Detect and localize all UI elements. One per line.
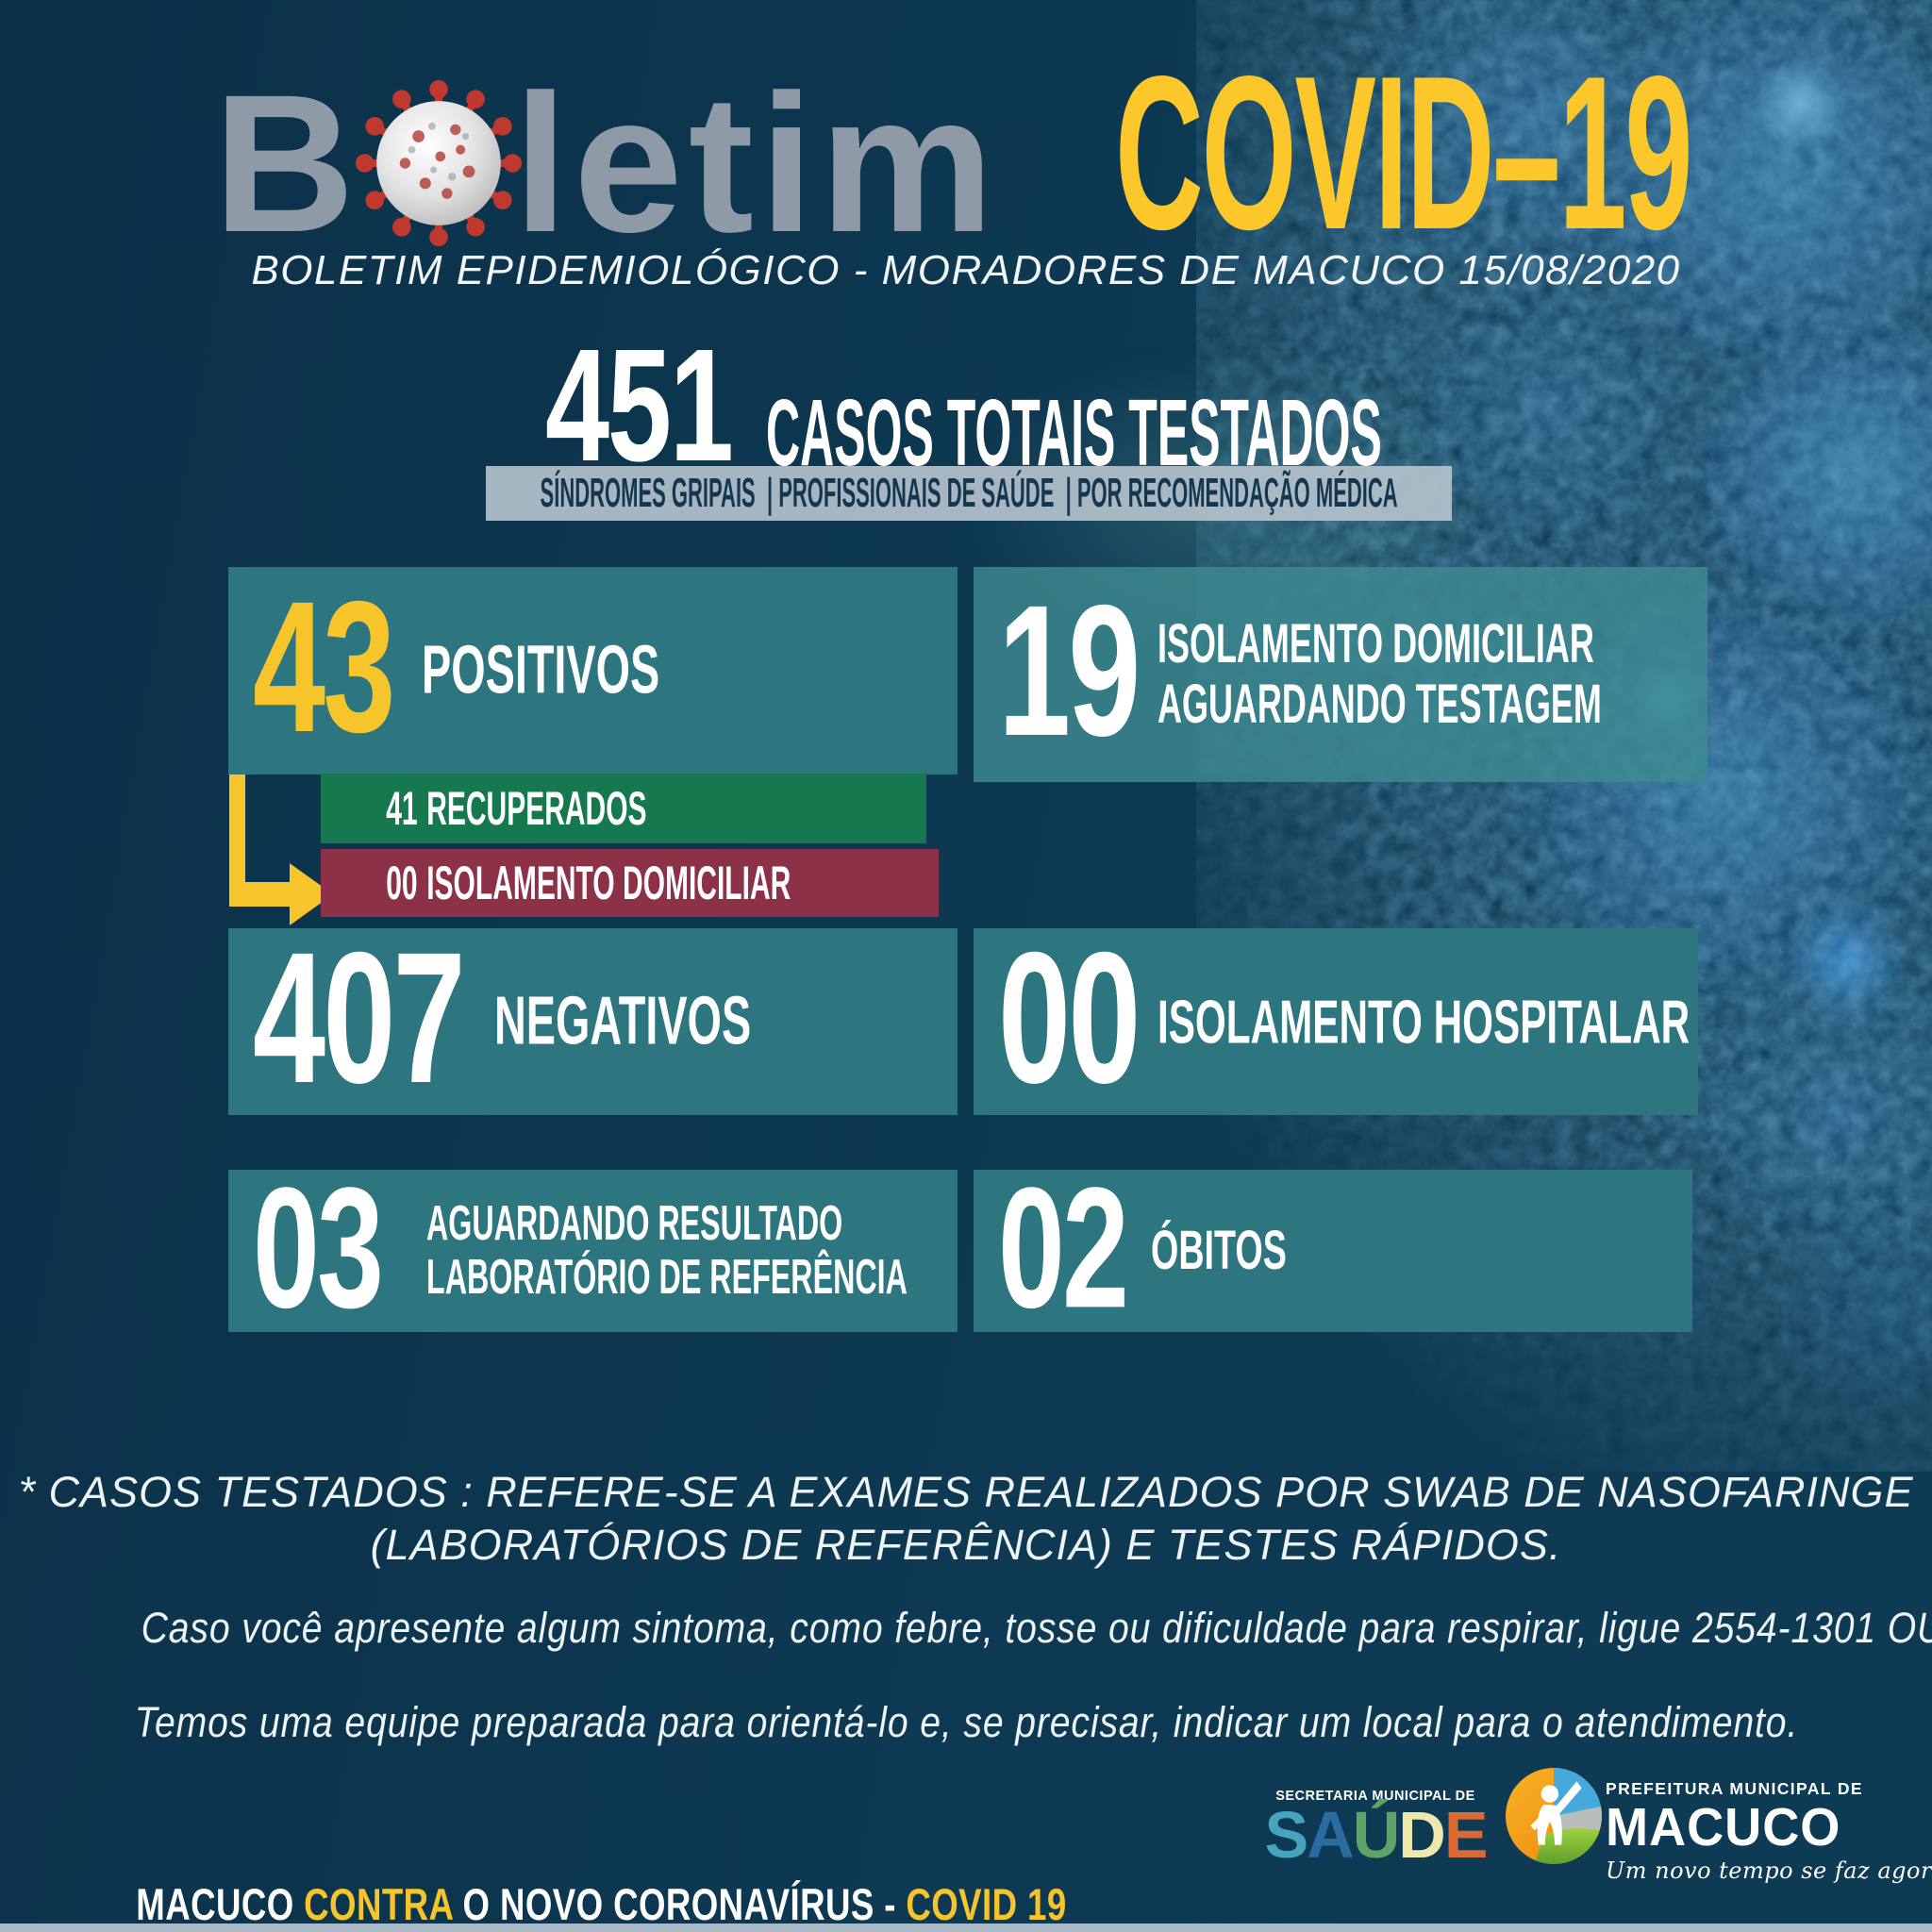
recovered-label: RECUPERADOS bbox=[426, 782, 647, 835]
label-line-2: AGUARDANDO TESTAGEM bbox=[1158, 674, 1602, 735]
home-isolation-awaiting-label: ISOLAMENTO DOMICILIAR AGUARDANDO TESTAGE… bbox=[1158, 614, 1602, 735]
campaign-slogan: MACUCO CONTRA O NOVO CORONAVÍRUS - COVID… bbox=[96, 1826, 1067, 1932]
bulletin-subtitle: BOLETIM EPIDEMIOLÓGICO - MORADORES DE MA… bbox=[251, 247, 1681, 293]
campaign-part-2: CONTRA bbox=[304, 1879, 453, 1929]
deaths-label: ÓBITOS bbox=[1151, 1220, 1287, 1282]
saude-letter: E bbox=[1443, 1798, 1489, 1872]
positive-home-isolation-value: 00 bbox=[386, 857, 418, 909]
positive-home-isolation-label: ISOLAMENTO DOMICILIAR bbox=[426, 857, 791, 909]
negatives-box: 407 NEGATIVOS bbox=[228, 924, 958, 1115]
symptoms-note: Caso você apresente algum sintoma, como … bbox=[0, 1604, 1932, 1653]
campaign-part-1: MACUCO bbox=[136, 1879, 305, 1929]
team-note-text: Temos uma equipe preparada para orientá-… bbox=[134, 1698, 1798, 1746]
negatives-value: 407 bbox=[253, 913, 466, 1123]
positives-box: 43 POSITIVOS bbox=[228, 567, 958, 774]
positive-home-isolation-bar: 00 ISOLAMENTO DOMICILIAR bbox=[321, 849, 939, 917]
bottom-strip bbox=[0, 1924, 1932, 1932]
total-tested-label: CASOS TOTAIS TESTADOS bbox=[766, 380, 1382, 486]
negatives-label: NEGATIVOS bbox=[494, 983, 752, 1059]
team-note: Temos uma equipe preparada para orientá-… bbox=[0, 1698, 1932, 1747]
deaths-box: 02 ÓBITOS bbox=[974, 1161, 1692, 1333]
covid-title: COVID–19 bbox=[1115, 31, 1693, 275]
recovered-value: 41 bbox=[386, 782, 418, 835]
home-isolation-awaiting-box: 19 ISOLAMENTO DOMICILIAR AGUARDANDO TEST… bbox=[974, 567, 1707, 782]
hospital-isolation-label: ISOLAMENTO HOSPITALAR bbox=[1158, 987, 1690, 1057]
deaths-value: 02 bbox=[998, 1151, 1129, 1344]
recovered-bar: 41 RECUPERADOS bbox=[321, 774, 926, 843]
saude-letter: D bbox=[1398, 1798, 1446, 1872]
hospital-isolation-box: 00 ISOLAMENTO HOSPITALAR bbox=[974, 924, 1698, 1115]
city-hall-caption: PREFEITURA MUNICIPAL DE bbox=[1606, 1779, 1863, 1798]
awaiting-result-value: 03 bbox=[253, 1151, 384, 1344]
positive-home-isolation-text: 00 ISOLAMENTO DOMICILIAR bbox=[321, 801, 791, 965]
health-secretary-caption: SECRETARIA MUNICIPAL DE bbox=[1275, 1789, 1475, 1804]
total-tested-value: 451 bbox=[545, 316, 734, 495]
symptoms-note-text: Caso você apresente algum sintoma, como … bbox=[141, 1604, 1932, 1652]
hospital-isolation-value: 00 bbox=[998, 913, 1141, 1123]
saude-letter: Ú bbox=[1352, 1798, 1401, 1872]
tested-note-line2: (LABORATÓRIOS DE REFERÊNCIA) E TESTES RÁ… bbox=[370, 1521, 1562, 1569]
awaiting-result-label: AGUARDANDO RESULTADO LABORATÓRIO DE REFE… bbox=[426, 1195, 908, 1305]
city-hall-name: MACUCO bbox=[1606, 1797, 1841, 1857]
coronavirus-icon bbox=[356, 79, 523, 247]
awaiting-result-box: 03 AGUARDANDO RESULTADO LABORATÓRIO DE R… bbox=[228, 1161, 958, 1333]
health-secretary-name: S A Ú D E bbox=[1262, 1798, 1489, 1872]
test-criteria-text: SÍNDROMES GRIPAIS | PROFISSIONAIS DE SAÚ… bbox=[540, 470, 1398, 516]
health-secretary-logo: SECRETARIA MUNICIPAL DE S A Ú D E bbox=[1262, 1789, 1489, 1872]
positives-label: POSITIVOS bbox=[422, 632, 660, 708]
macuco-figure-icon bbox=[1506, 1768, 1602, 1864]
page-title: B bbox=[213, 66, 1000, 262]
test-criteria-band: SÍNDROMES GRIPAIS | PROFISSIONAIS DE SAÚ… bbox=[486, 466, 1452, 521]
tested-note-line1: * CASOS TESTADOS : REFERE-SE A EXAMES RE… bbox=[18, 1468, 1914, 1516]
elbow-arrow-icon bbox=[229, 774, 333, 925]
city-hall-slogan: Um novo tempo se faz agora bbox=[1606, 1857, 1932, 1884]
recovered-text: 41 RECUPERADOS bbox=[321, 726, 647, 891]
positives-value: 43 bbox=[253, 562, 395, 772]
title-text-b: B bbox=[213, 55, 361, 274]
city-hall-logo: PREFEITURA MUNICIPAL DE MACUCO Um novo t… bbox=[1606, 1779, 1932, 1884]
home-isolation-awaiting-value: 19 bbox=[998, 566, 1141, 775]
saude-letter: A bbox=[1307, 1798, 1355, 1872]
label-line-1: ISOLAMENTO DOMICILIAR bbox=[1158, 613, 1594, 675]
saude-letter: S bbox=[1264, 1798, 1308, 1872]
campaign-part-4: COVID 19 bbox=[906, 1879, 1067, 1929]
label-line-2: LABORATÓRIO DE REFERÊNCIA bbox=[426, 1250, 908, 1305]
label-line-1: AGUARDANDO RESULTADO bbox=[426, 1195, 843, 1251]
campaign-part-3: O NOVO CORONAVÍRUS - bbox=[452, 1879, 907, 1929]
title-text-rest: letim bbox=[513, 55, 1000, 274]
